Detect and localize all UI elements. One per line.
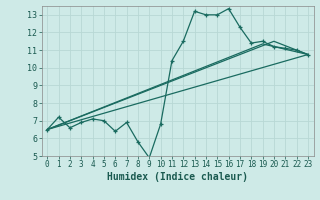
X-axis label: Humidex (Indice chaleur): Humidex (Indice chaleur) [107, 172, 248, 182]
